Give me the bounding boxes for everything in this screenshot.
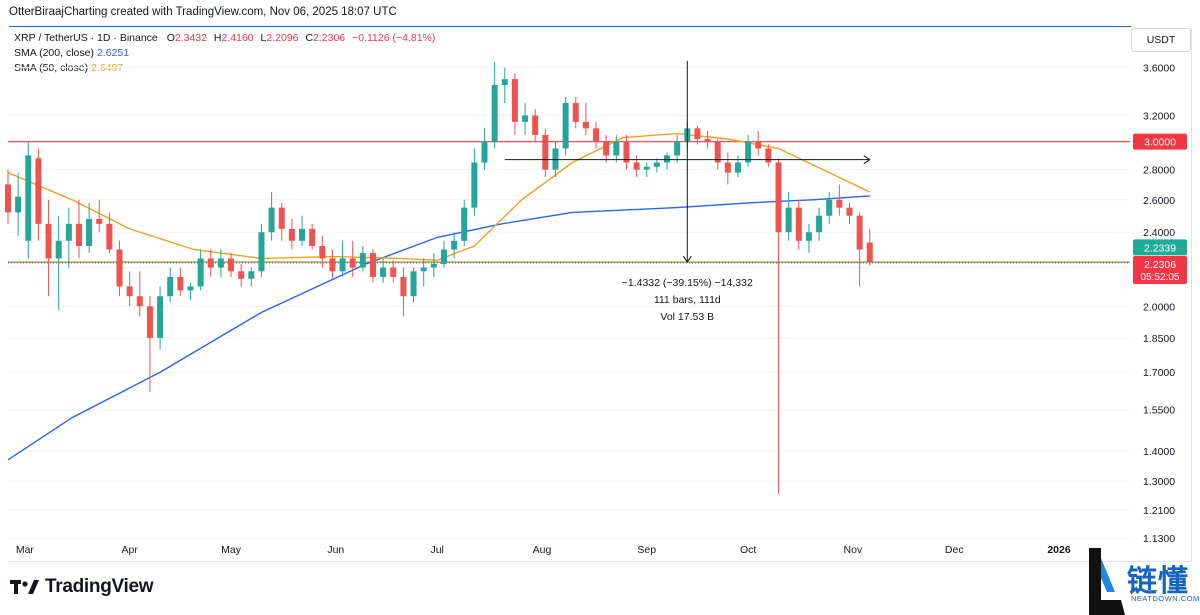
sma50-legend[interactable]: SMA (50, close) 2.6497 [14, 62, 123, 74]
open-value: 2.3432 [174, 32, 207, 44]
chart-attribution: OtterBiraajCharting created with Trading… [9, 6, 397, 18]
open-label: O [166, 32, 175, 44]
sma50-value: 2.6497 [91, 62, 124, 74]
close-value: 2.2306 [313, 32, 346, 44]
change-value: −0.1126 (−4.81%) [352, 32, 436, 44]
tradingview-brand: TradingView [45, 576, 154, 597]
watermark-en: NEATDOWN.COM [1131, 594, 1200, 603]
sma200-value: 2.6251 [96, 47, 130, 59]
low-value: 2.2096 [266, 32, 299, 44]
watermark-l-icon [1089, 548, 1125, 615]
currency-unit-button[interactable]: USDT [1131, 28, 1191, 52]
close-label: C [305, 32, 314, 44]
watermark-cn: 链懂 [1127, 565, 1189, 598]
chart-frame [8, 28, 1192, 562]
low-label: L [260, 32, 267, 44]
sma50-label: SMA (50, close) [14, 62, 89, 74]
tradingview-logo-icon [10, 580, 39, 594]
symbol-name[interactable]: XRP / TetherUS · 1D · Binance [14, 32, 158, 44]
top-divider [9, 26, 1131, 27]
symbol-legend: XRP / TetherUS · 1D · Binance O2.3432 H2… [14, 32, 435, 44]
sma200-legend[interactable]: SMA (200, close) 2.6251 [14, 47, 129, 59]
high-label: H [213, 32, 222, 44]
neatdown-watermark: 链懂 NEATDOWN.COM [1083, 548, 1200, 615]
high-value: 2.4160 [221, 32, 254, 44]
tradingview-logo[interactable]: TradingView [10, 576, 154, 598]
sma200-label: SMA (200, close) [14, 47, 94, 59]
